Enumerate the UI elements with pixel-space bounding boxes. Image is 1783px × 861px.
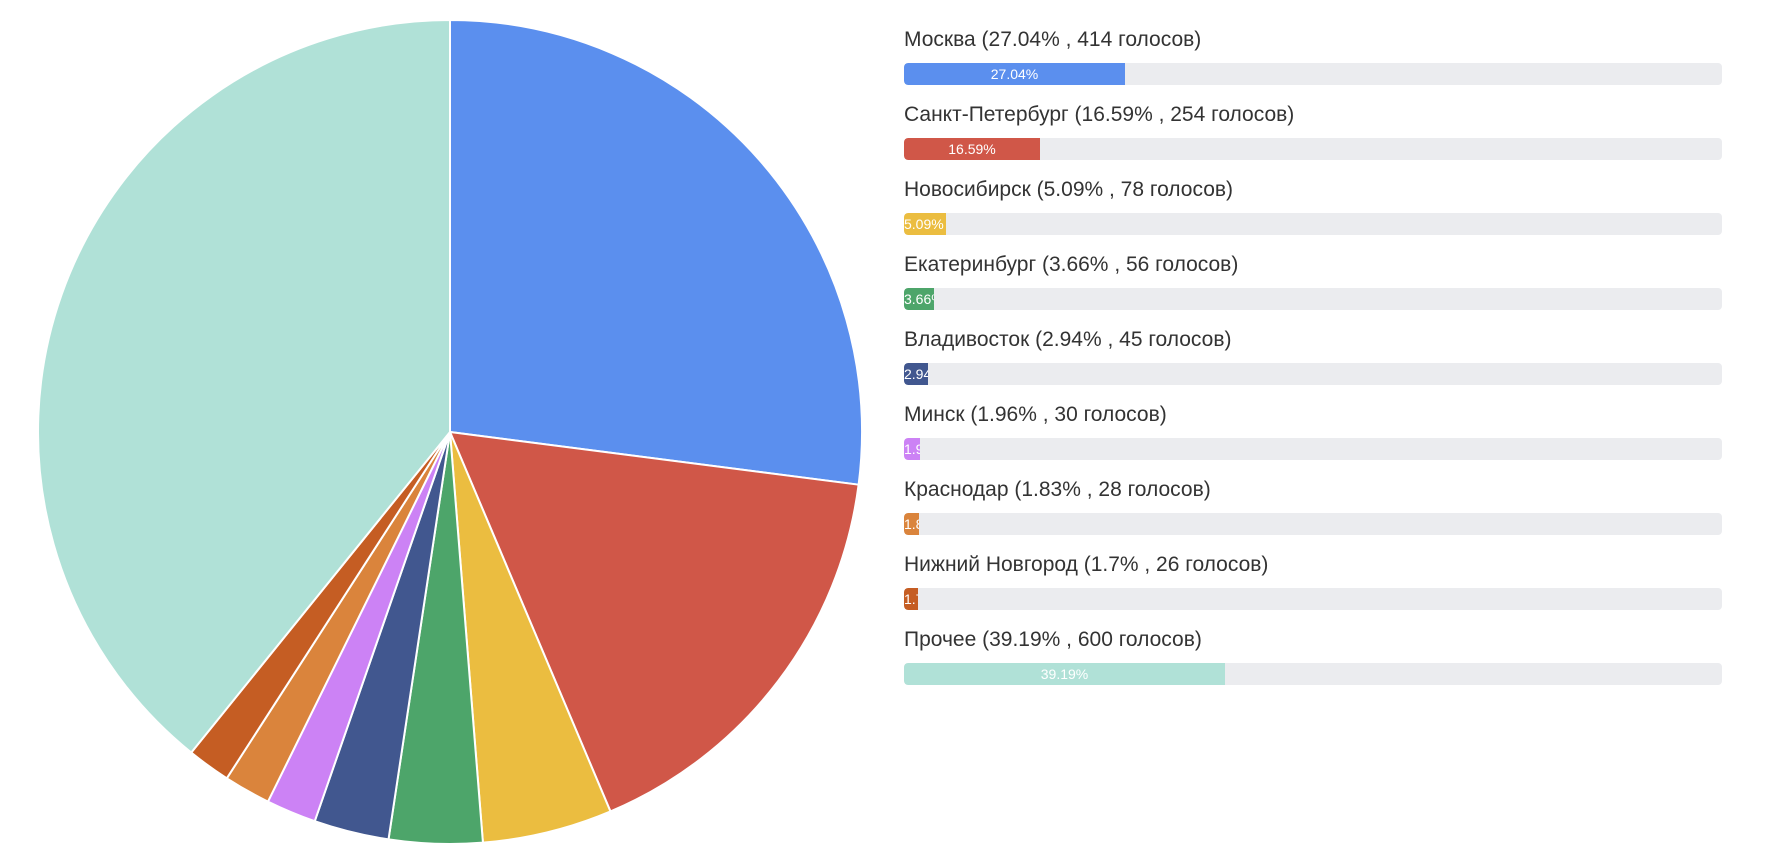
progress-track: 1.7% xyxy=(904,588,1722,610)
legend-item: Минск (1.96% , 30 голосов) 1.96% xyxy=(904,375,1722,460)
progress-percent-label: 16.59% xyxy=(948,141,996,157)
legend-label: Москва (27.04% , 414 голосов) xyxy=(904,28,1202,51)
legend-label: Новосибирск (5.09% , 78 голосов) xyxy=(904,178,1234,201)
legend-label: Владивосток (2.94% , 45 голосов) xyxy=(904,328,1232,351)
pie-chart xyxy=(37,19,863,845)
legend-item: Санкт-Петербург (16.59% , 254 голосов) 16… xyxy=(904,75,1722,160)
progress-fill: 5.09% xyxy=(904,213,946,235)
progress-track: 16.59% xyxy=(904,138,1722,160)
progress-track: 1.83% xyxy=(904,513,1722,535)
progress-percent-label: 3.66% xyxy=(904,291,934,307)
progress-track: 3.66% xyxy=(904,288,1722,310)
legend-item: Краснодар (1.83% , 28 голосов) 1.83% xyxy=(904,450,1722,535)
progress-percent-label: 39.19% xyxy=(1040,666,1089,682)
legend-item: Екатеринбург (3.66% , 56 голосов) 3.66% xyxy=(904,225,1722,310)
legend-label: Прочее (39.19% , 600 голосов) xyxy=(904,628,1202,651)
progress-percent-label: 1.7% xyxy=(904,591,918,607)
legend-item: Москва (27.04% , 414 голосов) 27.04% xyxy=(904,0,1722,85)
legend-label: Нижний Новгород (1.7% , 26 голосов) xyxy=(904,553,1269,576)
progress-track: 27.04% xyxy=(904,63,1722,85)
progress-fill: 3.66% xyxy=(904,288,934,310)
pie-slice-1[interactable] xyxy=(449,431,860,813)
progress-track: 5.09% xyxy=(904,213,1722,235)
legend-label: Екатеринбург (3.66% , 56 голосов) xyxy=(904,253,1239,276)
progress-fill: 1.83% xyxy=(904,513,919,535)
legend-label: Минск (1.96% , 30 голосов) xyxy=(904,403,1167,426)
progress-percent-label: 5.09% xyxy=(904,216,944,232)
progress-percent-label: 1.96% xyxy=(904,441,920,457)
progress-track: 1.96% xyxy=(904,438,1722,460)
progress-track: 2.94% xyxy=(904,363,1722,385)
progress-percent-label: 1.83% xyxy=(904,516,919,532)
legend-item: Прочее (39.19% , 600 голосов) 39.19% xyxy=(904,600,1722,685)
progress-fill: 16.59% xyxy=(904,138,1040,160)
progress-fill: 27.04% xyxy=(904,63,1125,85)
legend-label: Санкт-Петербург (16.59% , 254 голосов) xyxy=(904,103,1295,126)
progress-percent-label: 27.04% xyxy=(990,66,1039,82)
legend-item: Нижний Новгород (1.7% , 26 голосов) 1.7% xyxy=(904,525,1722,610)
progress-fill: 39.19% xyxy=(904,663,1225,685)
progress-fill: 1.96% xyxy=(904,438,920,460)
legend-item: Владивосток (2.94% , 45 голосов) 2.94% xyxy=(904,300,1722,385)
legend-item: Новосибирск (5.09% , 78 голосов) 5.09% xyxy=(904,150,1722,235)
progress-fill: 1.7% xyxy=(904,588,918,610)
pie-slice-0[interactable] xyxy=(449,19,863,486)
pie-slice-8[interactable] xyxy=(37,19,451,754)
progress-fill: 2.94% xyxy=(904,363,928,385)
legend-label: Краснодар (1.83% , 28 голосов) xyxy=(904,478,1211,501)
progress-percent-label: 2.94% xyxy=(904,366,928,382)
progress-track: 39.19% xyxy=(904,663,1722,685)
